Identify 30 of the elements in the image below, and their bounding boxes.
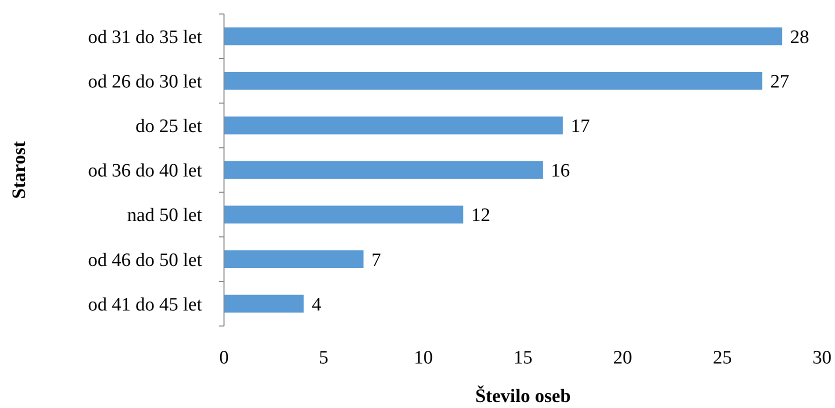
y-tick-label: do 25 let — [136, 116, 203, 138]
data-label: 28 — [790, 26, 810, 48]
x-tick-label: 20 — [613, 348, 632, 369]
bar — [224, 161, 543, 179]
data-label: 12 — [471, 205, 490, 226]
x-tick-label: 30 — [812, 348, 832, 369]
x-tick-label: 10 — [414, 348, 433, 369]
x-tick-label: 5 — [318, 348, 328, 369]
x-tick-label: 0 — [219, 348, 229, 369]
y-tick-label: od 31 do 35 let — [88, 26, 203, 48]
bar — [224, 294, 304, 313]
bar — [224, 72, 762, 90]
data-label: 16 — [550, 160, 570, 182]
x-tick-label: 25 — [712, 348, 732, 369]
data-label: 17 — [570, 116, 590, 138]
x-axis-title: Število oseb — [475, 385, 571, 407]
bar — [224, 116, 563, 134]
y-tick-label: od 46 do 50 let — [88, 250, 203, 271]
bar — [224, 250, 364, 268]
y-tick-label: od 26 do 30 let — [88, 72, 203, 93]
x-tick-label: 15 — [514, 348, 532, 369]
y-tick-label: nad 50 let — [127, 205, 203, 226]
y-axis-title: Starost — [9, 140, 30, 199]
y-tick-label: od 41 do 45 let — [88, 294, 203, 316]
data-label: 7 — [372, 250, 382, 271]
data-label: 27 — [770, 72, 790, 93]
data-label: 4 — [312, 294, 322, 316]
bar — [224, 27, 782, 46]
bar — [224, 206, 464, 224]
y-tick-label: od 36 do 40 let — [88, 160, 203, 182]
